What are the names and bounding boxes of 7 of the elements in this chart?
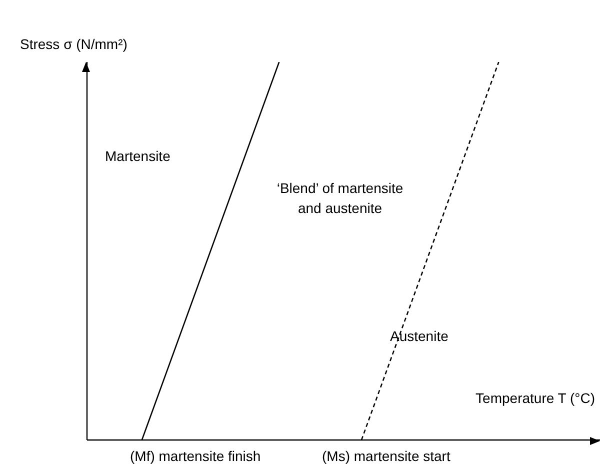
x-axis-title: Temperature T (°C) — [476, 390, 595, 406]
text: (Ms) martensite start — [322, 447, 452, 466]
annotation: ‘Blend’ of martensite and austenite — [276, 179, 404, 218]
annotation: Austenite — [390, 327, 450, 346]
annotation: Martensite — [105, 147, 172, 166]
text: (Mf) martensite finish — [130, 447, 262, 466]
y-axis-title: Stress σ (N/mm²) — [20, 36, 128, 52]
